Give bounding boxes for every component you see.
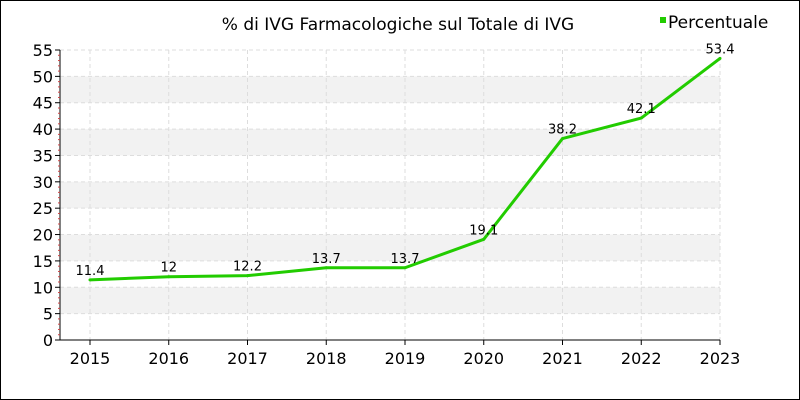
legend-swatch <box>660 17 666 23</box>
y-axis-ticks: 0 5 10 15 20 25 30 35 40 45 50 55 <box>33 41 60 350</box>
data-point <box>561 137 564 141</box>
x-tick-label: 2022 <box>621 349 662 368</box>
grid-band <box>60 76 720 103</box>
y-tick-label: 30 <box>33 173 53 192</box>
grid-band <box>60 287 720 314</box>
data-label: 38.2 <box>548 123 577 138</box>
x-axis-ticks: 2015 2016 2017 2018 2019 2020 2021 2022 2023 <box>70 340 741 368</box>
x-tick-label: 2020 <box>463 349 504 368</box>
data-point <box>482 237 486 241</box>
data-label: 12 <box>160 261 177 276</box>
series-layer <box>88 56 722 282</box>
data-labels: 11.4 12 12.2 13.7 13.7 19.1 38.2 42.1 53.4 <box>76 42 735 278</box>
x-tick-label: 2019 <box>385 349 426 368</box>
data-point <box>403 266 407 270</box>
data-label: 13.7 <box>312 252 341 267</box>
y-tick-label: 50 <box>33 67 53 86</box>
data-label: 53.4 <box>706 42 735 57</box>
data-point <box>639 116 643 120</box>
y-tick-label: 45 <box>33 94 53 113</box>
y-tick-label: 40 <box>33 120 53 139</box>
y-tick-label: 20 <box>33 226 53 245</box>
data-point <box>718 56 722 60</box>
data-point <box>246 274 249 278</box>
y-tick-label: 10 <box>33 278 53 297</box>
chart-title: % di IVG Farmacologiche sul Totale di IV… <box>222 15 574 35</box>
x-tick-label: 2021 <box>542 349 583 368</box>
legend: Percentuale <box>660 13 768 33</box>
y-tick-label: 25 <box>33 199 53 218</box>
x-tick-label: 2023 <box>700 349 741 368</box>
data-point <box>324 266 328 270</box>
vertical-gridlines <box>60 49 721 341</box>
y-tick-label: 5 <box>43 305 53 324</box>
data-label: 42.1 <box>627 102 656 117</box>
x-tick-label: 2017 <box>227 349 268 368</box>
grid-band <box>60 181 720 209</box>
x-tick-label: 2015 <box>70 349 111 368</box>
grid-band <box>60 129 720 156</box>
y-tick-label: 35 <box>33 146 53 165</box>
y-tick-label: 55 <box>33 41 53 60</box>
axes <box>59 50 720 341</box>
background-bands <box>60 76 720 314</box>
data-point <box>167 275 171 279</box>
data-label: 19.1 <box>469 223 498 238</box>
data-label: 11.4 <box>76 264 105 279</box>
data-label: 13.7 <box>391 252 420 267</box>
data-point <box>88 278 92 282</box>
y-tick-label: 15 <box>33 252 53 271</box>
data-label: 12.2 <box>233 260 262 275</box>
x-tick-label: 2018 <box>306 349 347 368</box>
y-tick-label: 0 <box>43 331 53 350</box>
legend-label: Percentuale <box>668 13 768 33</box>
grid-band <box>60 234 720 261</box>
x-tick-label: 2016 <box>148 349 189 368</box>
